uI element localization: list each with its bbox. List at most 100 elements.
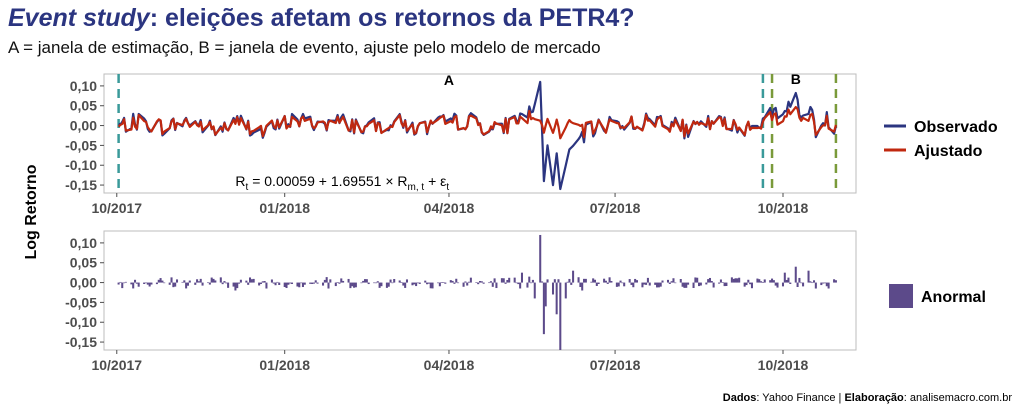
abnormal-bar xyxy=(455,278,458,283)
abnormal-bar xyxy=(238,282,241,284)
abnormal-bar xyxy=(769,280,772,283)
abnormal-bar xyxy=(181,281,184,283)
abnormal-bar xyxy=(353,282,356,288)
abnormal-bar xyxy=(287,282,290,285)
abnormal-bar xyxy=(787,277,790,283)
abnormal-bar xyxy=(820,282,823,286)
abnormal-bar xyxy=(750,282,753,289)
abnormal-bar xyxy=(756,278,759,283)
abnormal-bar xyxy=(666,279,670,283)
abnormal-bar xyxy=(495,282,498,289)
abnormal-bar xyxy=(380,282,383,287)
abnormal-bar xyxy=(506,280,509,283)
abnormal-bar xyxy=(404,282,407,288)
abnormal-bar xyxy=(641,282,644,288)
bottom-ytick-label: 0,10 xyxy=(70,235,97,251)
abnormal-bar xyxy=(566,281,569,283)
abnormal-bar xyxy=(442,282,445,283)
legend-bottom: Anormal xyxy=(889,284,986,308)
abnormal-bar xyxy=(393,278,396,283)
abnormal-bar xyxy=(338,282,341,284)
abnormal-bar xyxy=(117,282,120,285)
abnormal-bar xyxy=(800,282,803,284)
abnormal-bar xyxy=(581,282,584,291)
abnormal-bar xyxy=(530,282,533,284)
abnormal-bar xyxy=(708,277,711,283)
abnormal-bar xyxy=(822,282,825,284)
abnormal-bar xyxy=(564,282,567,299)
abnormal-bar xyxy=(572,270,575,283)
abnormal-bar xyxy=(385,282,388,288)
abnormal-bar xyxy=(402,282,405,286)
abnormal-bar xyxy=(710,281,713,283)
abnormal-bar xyxy=(427,282,430,284)
abnormal-bar xyxy=(811,282,814,284)
abnormal-bar xyxy=(603,278,606,283)
abnormal-bar xyxy=(130,282,133,285)
abnormal-bar xyxy=(223,281,226,283)
abnormal-bar xyxy=(623,282,626,287)
abnormal-bar xyxy=(531,279,534,283)
abnormal-bar xyxy=(610,281,613,283)
abnormal-bar xyxy=(451,280,454,283)
abnormal-bar xyxy=(570,282,573,285)
abnormal-bar xyxy=(544,282,547,307)
abnormal-bar xyxy=(557,279,560,283)
abnormal-bar xyxy=(504,282,507,284)
abnormal-bar xyxy=(468,281,471,283)
abnormal-bar xyxy=(555,282,558,315)
abnormal-bar xyxy=(336,282,339,283)
abnormal-bar xyxy=(314,280,317,283)
abnormal-bar xyxy=(615,282,618,287)
abnormal-bar xyxy=(416,282,419,284)
abnormal-bar xyxy=(670,281,673,283)
abnormal-bar xyxy=(823,282,826,284)
abnormal-bar xyxy=(316,282,319,284)
model-equation: Rt = 0.00059 + 1.69551 × Rm, t + εt xyxy=(235,173,449,193)
bottom-ytick-label: -0,10 xyxy=(65,314,97,330)
abnormal-bar xyxy=(185,282,188,289)
abnormal-bar xyxy=(749,282,752,285)
abnormal-bar xyxy=(584,278,587,283)
abnormal-bar xyxy=(539,234,542,283)
abnormal-bar xyxy=(491,282,494,287)
series-ajustado-line xyxy=(117,106,837,140)
abnormal-bar xyxy=(265,282,268,289)
abnormal-bar xyxy=(418,282,421,284)
abnormal-bar xyxy=(758,279,761,283)
abnormal-bar xyxy=(685,282,688,288)
legend-top: Observado Ajustado xyxy=(884,119,998,160)
annotation-a: A xyxy=(444,72,454,88)
abnormal-bar xyxy=(657,282,660,288)
abnormal-bar xyxy=(387,282,390,287)
abnormal-bar xyxy=(577,277,580,283)
abnormal-bar xyxy=(413,282,416,285)
top-xtick-label: 01/2018 xyxy=(259,200,310,216)
abnormal-bar xyxy=(659,282,662,287)
abnormal-bar xyxy=(606,282,609,284)
abnormal-bar xyxy=(119,281,122,283)
abnormal-bar xyxy=(508,277,511,283)
bottom-xtick-label: 10/2018 xyxy=(758,357,809,373)
abnormal-bar xyxy=(827,282,830,289)
abnormal-bar xyxy=(645,282,648,285)
abnormal-bar xyxy=(482,282,485,284)
abnormal-bar xyxy=(488,282,491,284)
abnormal-bar xyxy=(188,280,191,283)
abnormal-bar xyxy=(170,277,173,283)
abnormal-bar xyxy=(760,281,763,283)
abnormal-bar xyxy=(825,282,828,287)
abnormal-bar xyxy=(157,279,160,283)
abnormal-bar xyxy=(161,280,164,283)
abnormal-bar xyxy=(515,282,518,284)
abnormal-bar xyxy=(698,282,701,287)
abnormal-bar xyxy=(834,280,837,283)
bottom-xtick-label: 04/2018 xyxy=(424,357,475,373)
abnormal-bar xyxy=(325,277,328,283)
abnormal-bar xyxy=(632,282,635,288)
abnormal-bar xyxy=(347,278,350,283)
abnormal-bar xyxy=(718,282,721,284)
abnormal-bar xyxy=(597,282,600,284)
abnormal-bar xyxy=(807,270,810,283)
abnormal-bar xyxy=(249,277,252,283)
